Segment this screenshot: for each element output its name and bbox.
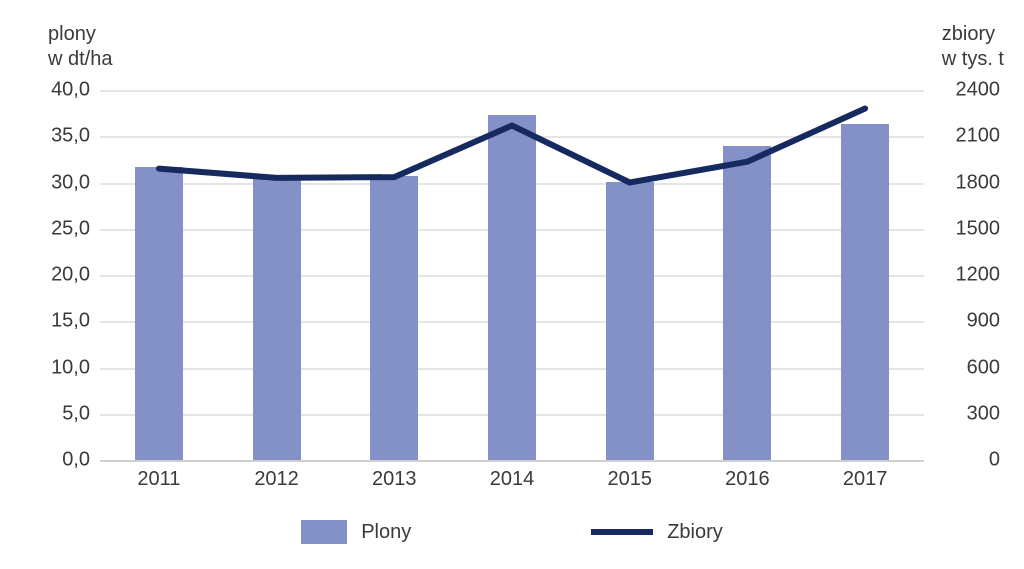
x-tick-label: 2011 [129, 468, 189, 491]
y-left-tick: 0,0 [40, 449, 90, 472]
y-left-tick: 35,0 [40, 125, 90, 148]
legend-label-line: Zbiory [667, 521, 723, 544]
y-left-tick: 15,0 [40, 310, 90, 333]
x-tick-label: 2012 [247, 468, 307, 491]
legend-label-bars: Plony [361, 521, 411, 544]
y-right-tick: 2100 [940, 125, 1000, 148]
y-right-title-line1: zbioryw tys. t [942, 23, 1004, 70]
legend-swatch-line [591, 529, 653, 535]
y-left-tick: 10,0 [40, 356, 90, 379]
y-left-tick: 40,0 [40, 79, 90, 102]
y-left-tick: 25,0 [40, 217, 90, 240]
y-right-tick: 0 [940, 449, 1000, 472]
line-series [159, 109, 865, 183]
legend-item-bars: Plony [301, 520, 411, 544]
y-left-title-line1: plonyw dt/ha [48, 23, 112, 70]
x-tick-label: 2013 [364, 468, 424, 491]
y-left-tick: 20,0 [40, 264, 90, 287]
y-right-tick: 1200 [940, 264, 1000, 287]
y-right-axis-title: zbioryw tys. t [942, 22, 1004, 72]
y-left-tick: 30,0 [40, 171, 90, 194]
legend-item-line: Zbiory [591, 521, 723, 544]
y-right-tick: 2400 [940, 79, 1000, 102]
chart-container: plonyw dt/ha zbioryw tys. t Plony Zbiory… [0, 0, 1024, 569]
y-left-axis-title: plonyw dt/ha [48, 22, 112, 72]
x-tick-label: 2014 [482, 468, 542, 491]
legend: Plony Zbiory [0, 512, 1024, 552]
y-right-tick: 600 [940, 356, 1000, 379]
y-right-tick: 1800 [940, 171, 1000, 194]
y-left-tick: 5,0 [40, 402, 90, 425]
x-tick-label: 2015 [600, 468, 660, 491]
y-right-tick: 1500 [940, 217, 1000, 240]
legend-swatch-bar [301, 520, 347, 544]
y-right-tick: 300 [940, 402, 1000, 425]
x-tick-label: 2016 [717, 468, 777, 491]
x-tick-label: 2017 [835, 468, 895, 491]
line-series-layer [100, 90, 924, 460]
y-right-tick: 900 [940, 310, 1000, 333]
